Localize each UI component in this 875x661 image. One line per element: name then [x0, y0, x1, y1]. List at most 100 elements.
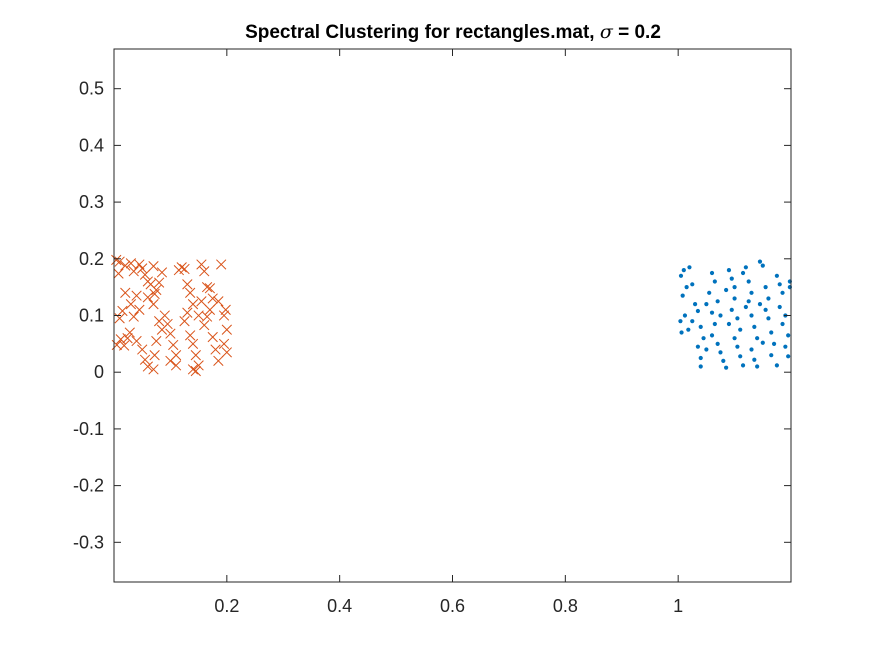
cross-point: [151, 335, 162, 347]
dot-point: [684, 285, 689, 290]
cross-point: [179, 263, 190, 275]
y-tick-label: 0.4: [79, 135, 104, 155]
cross-point: [190, 350, 201, 361]
cross-point: [218, 310, 230, 321]
dot-point: [729, 307, 734, 312]
dot-point: [780, 290, 785, 295]
dot-point: [746, 299, 751, 304]
y-tick-label: 0.1: [79, 306, 104, 326]
dot-point: [698, 364, 703, 369]
dot-point: [732, 296, 737, 301]
dot-point: [695, 344, 701, 349]
dot-point: [698, 355, 703, 361]
dot-point: [715, 299, 720, 304]
y-tick-label: 0.2: [79, 249, 104, 269]
dot-point: [766, 316, 771, 321]
dot-point: [686, 327, 691, 332]
cross-point: [128, 311, 139, 322]
cross-point: [207, 293, 218, 304]
cross-point: [125, 258, 137, 269]
cross-point: [131, 335, 142, 347]
sigma-symbol: σ: [600, 21, 614, 43]
dot-point: [721, 358, 726, 363]
cross-point: [119, 340, 130, 351]
dot-point: [757, 302, 763, 307]
cross-point: [148, 261, 159, 272]
dot-point: [757, 259, 763, 264]
y-tick-label: -0.1: [73, 419, 104, 439]
dot-point: [701, 336, 706, 341]
dot-point: [715, 341, 720, 346]
dot-point: [726, 321, 732, 327]
cross-point: [153, 277, 165, 288]
x-tick-label: 0.8: [553, 596, 578, 616]
cross-point: [120, 260, 131, 271]
x-tick-label: 0.4: [327, 596, 352, 616]
cross-point: [185, 330, 196, 341]
dot-point: [695, 308, 701, 314]
dot-point: [732, 336, 737, 341]
dot-point: [707, 290, 712, 295]
cross-point: [111, 254, 122, 266]
chart-title-prefix: Spectral Clustering for rectangles.mat,: [245, 22, 600, 43]
dot-point: [769, 330, 774, 335]
cross-point: [139, 269, 151, 280]
cross-point: [151, 284, 162, 296]
dot-point: [740, 270, 746, 276]
cross-point: [210, 344, 221, 355]
dot-point: [681, 268, 686, 273]
dot-point: [769, 353, 774, 358]
cross-point: [182, 279, 193, 290]
dot-point: [698, 324, 703, 329]
cross-point: [113, 268, 124, 279]
cross-point: [196, 259, 207, 270]
dot-point: [786, 333, 791, 338]
dot-point: [771, 341, 777, 346]
dot-point: [755, 336, 760, 341]
cross-point: [149, 288, 160, 300]
cross-point: [213, 355, 224, 367]
x-tick-label: 1: [673, 596, 683, 616]
cross-point: [156, 267, 168, 278]
cross-point: [170, 360, 182, 371]
cross-point: [137, 344, 148, 355]
x-tick-label: 0.6: [440, 596, 465, 616]
cross-point: [148, 364, 159, 375]
dot-point: [724, 365, 729, 370]
dot-point: [709, 333, 715, 338]
dot-point: [749, 313, 754, 318]
cross-point: [176, 262, 187, 273]
cross-point: [125, 299, 137, 310]
dot-point: [763, 307, 768, 312]
cross-point: [221, 324, 232, 335]
y-tick-label: 0: [94, 362, 104, 382]
cross-point: [168, 339, 179, 351]
dot-point: [704, 302, 709, 307]
cross-point: [142, 361, 154, 372]
cross-point: [196, 296, 207, 307]
cross-point: [159, 310, 170, 321]
dot-point: [712, 279, 717, 284]
cross-point: [117, 305, 128, 317]
cross-point: [213, 296, 224, 307]
dot-point: [709, 270, 715, 276]
cross-point: [190, 365, 201, 377]
dot-point: [743, 304, 748, 310]
axes: 0.2 0.4 0.6 0.8 1 0.5 0.4 0.3 0.2 0.1 0 -0.1 -0.2 -0.…: [73, 48, 792, 616]
cross-point: [124, 327, 135, 338]
plot-area: [114, 49, 791, 582]
dot-point: [780, 321, 785, 327]
dot-point: [766, 296, 771, 301]
cross-point: [128, 266, 139, 277]
cross-point: [137, 263, 148, 274]
cross-point: [193, 310, 204, 321]
cross-point: [179, 316, 190, 327]
y-tick-label: -0.3: [73, 532, 104, 552]
cross-point: [162, 318, 173, 330]
cross-point: [139, 354, 151, 365]
dot-point: [682, 313, 688, 318]
dot-point: [760, 340, 765, 345]
dot-point: [746, 279, 751, 284]
